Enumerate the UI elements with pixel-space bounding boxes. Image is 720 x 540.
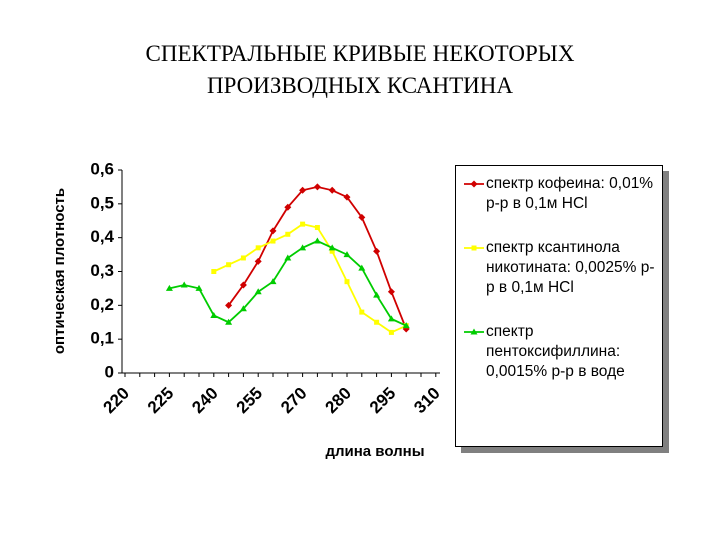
point	[313, 237, 321, 244]
point	[471, 245, 477, 251]
point	[359, 309, 365, 315]
point	[328, 186, 336, 194]
series-line	[169, 240, 407, 327]
chart-title: СПЕКТРАЛЬНЫЕ КРИВЫЕ НЕКОТОРЫХ ПРОИЗВОДНЫ…	[145, 41, 575, 98]
legend-swatch	[464, 245, 484, 251]
legend-label: спектр пентоксифиллина: 0,0015% р-р в во…	[486, 323, 625, 380]
point	[195, 284, 203, 291]
legend: спектр кофеина: 0,01% р-р в 0,1м HCl спек…	[455, 165, 663, 447]
y-tick-label: 0,1	[90, 329, 114, 348]
point	[358, 264, 366, 271]
legend-swatch	[464, 328, 484, 335]
point	[210, 311, 218, 318]
y-tick-label: 0,4	[90, 227, 114, 246]
point	[373, 247, 381, 255]
point	[284, 254, 292, 261]
point	[343, 251, 351, 258]
point	[269, 278, 277, 285]
point	[270, 238, 276, 244]
x-tick-label: 220	[100, 384, 133, 417]
point	[387, 288, 395, 296]
point	[343, 193, 351, 201]
point	[254, 257, 262, 265]
point	[211, 269, 217, 274]
point	[284, 203, 292, 211]
legend-entry: спектр ксантинола никотината: 0,0025% р-…	[462, 238, 662, 298]
legend-entry: спектр пентоксифиллина: 0,0015% р-р в во…	[462, 322, 662, 382]
point	[225, 301, 233, 309]
y-tick-label: 0,5	[90, 193, 114, 212]
legend-label: спектр кофеина: 0,01% р-р в 0,1м HCl	[486, 175, 654, 212]
point	[226, 262, 232, 268]
point	[470, 328, 478, 335]
point	[239, 305, 247, 312]
x-tick-label: 225	[144, 384, 177, 417]
x-axis-label: длина волны	[325, 443, 424, 460]
legend-label: спектр ксантинола никотината: 0,0025% р-…	[486, 239, 655, 296]
point	[269, 227, 277, 235]
point	[300, 221, 306, 227]
point	[225, 318, 233, 325]
point	[239, 281, 247, 289]
point	[255, 245, 261, 251]
x-tick-label: 270	[277, 384, 310, 417]
y-tick-label: 0	[105, 362, 114, 381]
x-tick-label: 295	[366, 384, 399, 417]
point	[388, 329, 394, 335]
y-tick-label: 0,6	[90, 159, 114, 178]
y-tick-label: 0,3	[90, 261, 114, 280]
point	[285, 231, 291, 237]
point	[180, 281, 188, 288]
point	[387, 315, 395, 322]
y-axis-label: оптическая плотность	[51, 188, 68, 354]
series-line	[213, 223, 407, 334]
point	[329, 248, 335, 254]
y-tick-label: 0,2	[90, 295, 114, 314]
point	[470, 180, 478, 188]
legend-entry: спектр кофеина: 0,01% р-р в 0,1м HCl	[462, 174, 662, 214]
point	[358, 213, 366, 221]
x-tick-label: 255	[233, 384, 266, 417]
point	[254, 288, 262, 295]
point	[314, 225, 320, 231]
point	[299, 186, 307, 194]
point	[373, 291, 381, 298]
series-line	[227, 185, 408, 330]
legend-swatch	[464, 180, 484, 188]
x-tick-label: 280	[322, 384, 355, 417]
point	[402, 322, 410, 329]
point	[344, 279, 350, 285]
point	[328, 244, 336, 251]
point	[299, 244, 307, 251]
x-tick-label: 240	[188, 384, 221, 417]
x-tick-label: 310	[410, 384, 443, 417]
point	[240, 255, 246, 261]
point	[313, 183, 321, 191]
point	[374, 319, 380, 325]
point	[165, 284, 173, 291]
